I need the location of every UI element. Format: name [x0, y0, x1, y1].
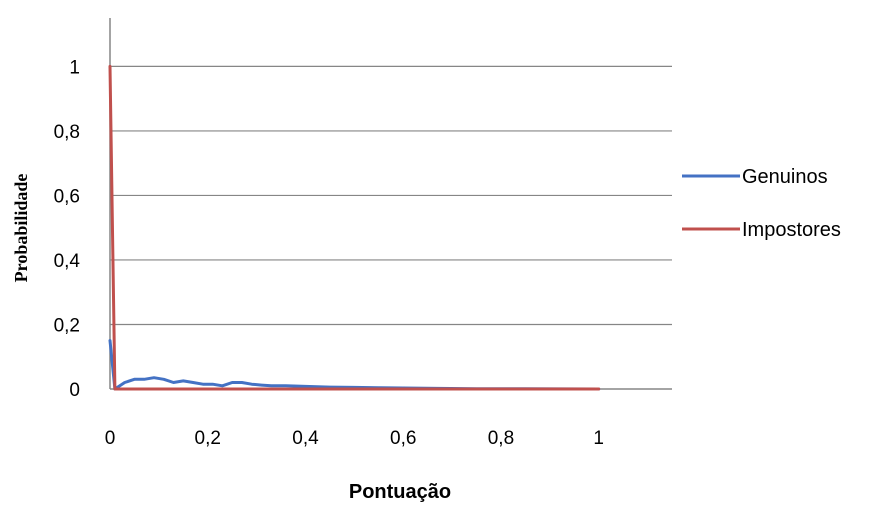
- legend-label-impostores: Impostores: [742, 219, 841, 241]
- series-line-genuinos: [108, 339, 601, 391]
- y-tick-label: 0,2: [54, 315, 80, 336]
- x-tick-label: 0,6: [390, 428, 416, 449]
- series-line-impostores: [108, 64, 601, 391]
- x-tick-label: 0,8: [488, 428, 514, 449]
- legend: Genuinos Impostores: [682, 166, 841, 241]
- y-axis-label: Probabilidade: [11, 174, 31, 283]
- series-lines: [108, 64, 601, 391]
- x-tick-labels: 0 0,2 0,4 0,6 0,8 1: [105, 428, 604, 449]
- legend-label-genuinos: Genuinos: [742, 166, 828, 188]
- y-tick-label: 1: [69, 57, 80, 78]
- x-tick-label: 1: [593, 428, 604, 449]
- x-axis-label: Pontuação: [349, 481, 451, 503]
- y-tick-label: 0,4: [54, 251, 81, 272]
- x-tick-label: 0,4: [292, 428, 319, 449]
- y-tick-label: 0,8: [54, 122, 80, 143]
- y-tick-label: 0: [69, 380, 80, 401]
- y-tick-label: 0,6: [54, 186, 80, 207]
- y-tick-labels: 0 0,2 0,4 0,6 0,8 1: [54, 57, 81, 401]
- x-tick-label: 0,2: [195, 428, 221, 449]
- x-tick-label: 0: [105, 428, 116, 449]
- grid-lines: [110, 65, 672, 326]
